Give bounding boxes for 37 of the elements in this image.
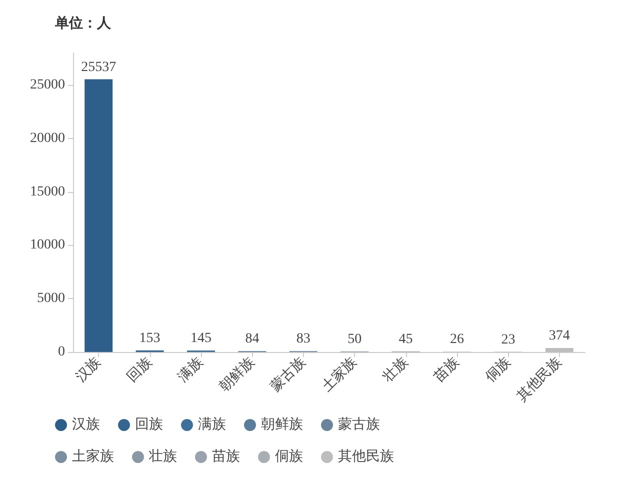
x-tick-label: 苗族 [431,354,462,386]
data-label: 50 [348,332,362,347]
data-label: 25537 [81,60,116,75]
y-tick-label: 20000 [30,130,65,146]
x-tick-label: 朝鲜族 [216,354,258,395]
y-axis-title: 单位：人 [54,16,112,32]
legend-label: 侗族 [275,448,303,464]
legend-label: 回族 [135,416,163,432]
legend-label: 土家族 [72,448,114,464]
legend-label: 汉族 [72,416,100,432]
legend-label: 蒙古族 [338,416,380,432]
x-tick-label: 回族 [124,354,156,386]
legend-label: 朝鲜族 [261,416,303,432]
data-label: 145 [190,330,212,346]
legend-label: 其他民族 [338,448,394,464]
y-tick-label: 25000 [30,78,65,93]
legend-label: 苗族 [212,448,240,464]
x-tick-label: 汉族 [72,354,104,386]
x-tick-label: 其他民族 [514,354,565,405]
y-tick-label: 5000 [37,291,65,306]
data-label: 153 [139,330,160,346]
x-tick-label: 蒙古族 [268,354,309,395]
data-label: 83 [296,332,310,347]
legend-label: 满族 [198,416,226,432]
x-tick-label: 壮族 [379,354,412,386]
data-label: 84 [245,332,260,347]
data-label: 23 [501,332,516,348]
x-tick-label: 侗族 [482,354,514,386]
legend-label: 壮族 [148,448,177,464]
y-tick-label: 15000 [30,184,65,200]
y-tick-label: 10000 [30,238,65,253]
data-label: 26 [450,332,464,348]
y-tick-label: 0 [58,344,65,360]
data-label: 45 [398,332,413,348]
x-tick-label: 满族 [175,354,206,386]
data-label: 374 [548,328,570,344]
x-tick-label: 土家族 [318,354,360,395]
